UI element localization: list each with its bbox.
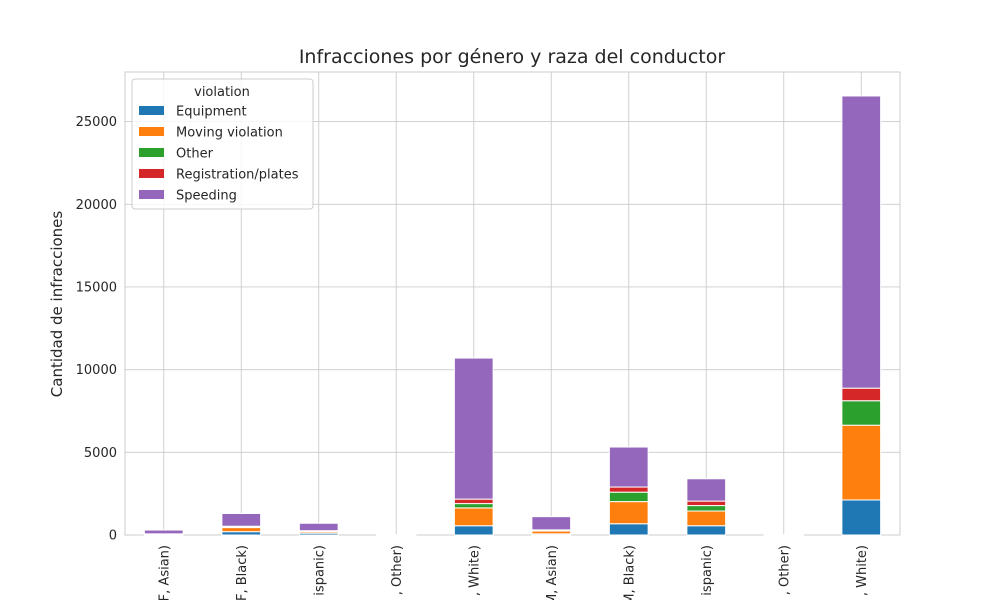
bar-segment (144, 530, 183, 534)
y-tick-label: 20000 (76, 198, 117, 213)
legend-swatch (139, 148, 164, 157)
x-tick-label: M, Black) (622, 545, 637, 600)
bar-segment (687, 526, 726, 535)
y-tick-label: 25000 (76, 115, 117, 130)
bar-segment (454, 504, 493, 508)
y-tick-label: 5000 (84, 446, 117, 461)
bar-segment (687, 501, 726, 505)
bar-segment (454, 526, 493, 535)
bar-segment (609, 447, 648, 487)
bar-segment (454, 508, 493, 526)
legend-title: violation (194, 85, 250, 100)
legend-label: Moving violation (176, 126, 283, 141)
bar-segment (299, 523, 338, 530)
legend-label: Other (176, 147, 214, 162)
y-axis-title: Cantidad de infracciones (48, 211, 66, 398)
bar-segment (842, 388, 881, 401)
bar-segment (687, 479, 726, 501)
legend-swatch (139, 127, 164, 136)
y-tick-label: 10000 (76, 363, 117, 378)
legend-label: Speeding (176, 189, 237, 204)
bar-segment (609, 524, 648, 535)
legend-label: Registration/plates (176, 168, 299, 183)
y-tick-label: 15000 (76, 280, 117, 295)
x-tick-label: M, Asian) (545, 545, 560, 600)
bar-segment (532, 517, 571, 530)
legend-label: Equipment (176, 105, 247, 120)
bar-segment (609, 492, 648, 501)
bar-segment (842, 401, 881, 425)
bar-segment (454, 499, 493, 503)
bar-segment (454, 358, 493, 499)
chart-title: Infracciones por género y raza del condu… (299, 46, 726, 68)
bar-segment (842, 425, 881, 500)
x-tick-label: ispanic) (700, 545, 715, 596)
bar-segment (609, 487, 648, 492)
bar-segment (222, 528, 261, 532)
x-tick-label: , White) (467, 545, 482, 596)
legend-swatch (139, 190, 164, 199)
bar-segment (687, 511, 726, 526)
x-tick-label: ispanic) (312, 545, 327, 596)
x-tick-label: , Other) (390, 545, 405, 595)
y-tick-label: 0 (109, 529, 117, 544)
bar-segment (842, 96, 881, 388)
legend-swatch (139, 169, 164, 178)
x-tick-label: F, Asian) (157, 545, 172, 600)
x-tick-label: F, Black) (235, 545, 250, 600)
bar-segment (687, 506, 726, 511)
bar-segment (222, 514, 261, 527)
x-tick-label: , Other) (777, 545, 792, 595)
x-tick-label: , White) (855, 545, 870, 596)
legend-swatch (139, 106, 164, 115)
bar-segment (609, 502, 648, 524)
legend: violation Equipment Moving violation Other… (132, 79, 313, 209)
bar-segment (842, 500, 881, 535)
